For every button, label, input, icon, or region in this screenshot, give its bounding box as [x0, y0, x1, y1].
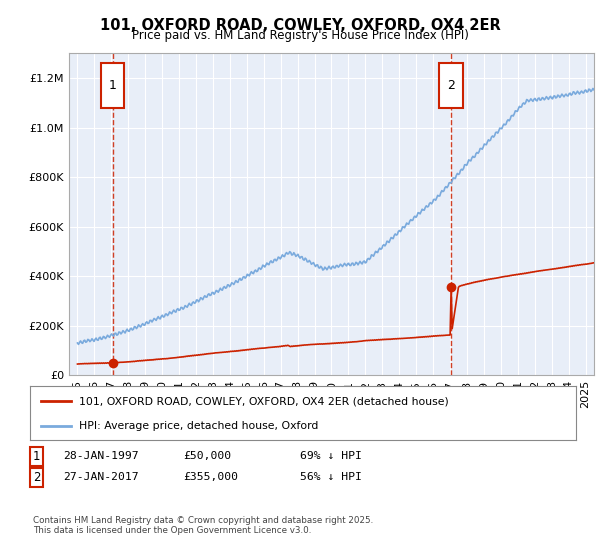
Text: Contains HM Land Registry data © Crown copyright and database right 2025.
This d: Contains HM Land Registry data © Crown c… [33, 516, 373, 535]
Text: 101, OXFORD ROAD, COWLEY, OXFORD, OX4 2ER (detached house): 101, OXFORD ROAD, COWLEY, OXFORD, OX4 2E… [79, 396, 449, 407]
Text: 56% ↓ HPI: 56% ↓ HPI [300, 472, 362, 482]
Text: £355,000: £355,000 [183, 472, 238, 482]
Text: 101, OXFORD ROAD, COWLEY, OXFORD, OX4 2ER: 101, OXFORD ROAD, COWLEY, OXFORD, OX4 2E… [100, 18, 500, 32]
Text: £50,000: £50,000 [183, 451, 231, 461]
Text: 1: 1 [33, 450, 41, 463]
Text: 2: 2 [447, 79, 455, 92]
FancyBboxPatch shape [439, 63, 463, 108]
Text: Price paid vs. HM Land Registry's House Price Index (HPI): Price paid vs. HM Land Registry's House … [131, 29, 469, 42]
Text: 2: 2 [33, 470, 41, 484]
Text: 1: 1 [109, 79, 116, 92]
FancyBboxPatch shape [101, 63, 124, 108]
Text: HPI: Average price, detached house, Oxford: HPI: Average price, detached house, Oxfo… [79, 421, 319, 431]
Text: 28-JAN-1997: 28-JAN-1997 [63, 451, 139, 461]
Text: 27-JAN-2017: 27-JAN-2017 [63, 472, 139, 482]
Text: 69% ↓ HPI: 69% ↓ HPI [300, 451, 362, 461]
